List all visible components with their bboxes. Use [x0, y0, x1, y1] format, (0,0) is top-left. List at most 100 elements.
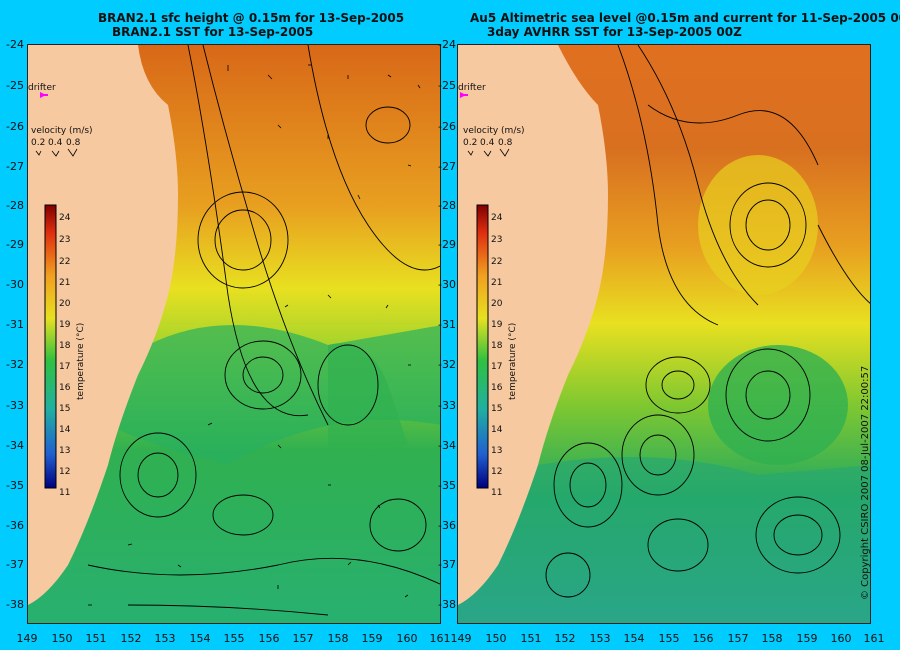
- lat-tick: -24: [6, 38, 24, 51]
- drifter-label: drifter: [28, 83, 56, 93]
- right-map-panel: drifter velocity (m/s) 0.2 0.4 0.8 24 23…: [457, 44, 871, 624]
- svg-text:20: 20: [59, 299, 71, 309]
- land-mass: [28, 45, 178, 605]
- lat-tick: -27: [6, 160, 24, 173]
- svg-text:12: 12: [59, 467, 70, 477]
- lat-tick: -34: [438, 439, 456, 452]
- lat-tick: -31: [6, 318, 24, 331]
- lat-tick: -29: [6, 238, 24, 251]
- left-title-line2: BRAN2.1 SST for 13-Sep-2005: [112, 25, 314, 39]
- lat-tick: -25: [438, 79, 456, 92]
- velocity-scale-2: 0.8: [66, 138, 81, 148]
- lon-tick: 149: [450, 632, 472, 645]
- velocity-scale-0: 0.2: [31, 138, 45, 148]
- sea-level-contours: [545, 45, 870, 598]
- lat-tick: -25: [6, 79, 24, 92]
- lon-tick: 155: [223, 632, 245, 645]
- lon-tick: 157: [727, 632, 749, 645]
- lon-tick: 159: [361, 632, 383, 645]
- velocity-scale-1: 0.4: [48, 138, 63, 148]
- svg-text:17: 17: [491, 362, 502, 372]
- colorbar-ticks: 24 23 22 21 20 19 18 17 16 15 14 13 12 1…: [491, 213, 503, 498]
- right-title-line2: 3day AVHRR SST for 13-Sep-2005 00Z: [487, 25, 742, 39]
- svg-text:18: 18: [59, 341, 71, 351]
- lat-tick: -36: [6, 519, 24, 532]
- lat-tick: -26: [438, 120, 456, 133]
- lat-tick: -32: [438, 358, 456, 371]
- lat-tick: -35: [438, 479, 456, 492]
- svg-text:22: 22: [491, 257, 502, 267]
- land-mass: [458, 45, 608, 605]
- lon-tick: 158: [327, 632, 349, 645]
- lon-tick: 161: [863, 632, 885, 645]
- lat-tick: -28: [438, 199, 456, 212]
- svg-text:19: 19: [59, 320, 71, 330]
- left-title-line1: BRAN2.1 sfc height @ 0.15m for 13-Sep-20…: [98, 11, 405, 25]
- svg-text:17: 17: [59, 362, 70, 372]
- lat-tick: -35: [6, 479, 24, 492]
- lat-tick: -32: [6, 358, 24, 371]
- lon-tick: 152: [120, 632, 142, 645]
- svg-text:13: 13: [491, 446, 502, 456]
- lon-tick: 154: [623, 632, 645, 645]
- sea-level-contours: [87, 45, 440, 616]
- lon-tick: 160: [396, 632, 418, 645]
- lon-tick: 161: [429, 632, 451, 645]
- lon-tick: 150: [51, 632, 73, 645]
- lon-tick: 159: [796, 632, 818, 645]
- copyright-notice: © Copyright CSIRO 2007 08-Jul-2007 22:00…: [860, 365, 871, 600]
- svg-text:12: 12: [491, 467, 502, 477]
- svg-text:14: 14: [491, 425, 503, 435]
- lat-tick: -33: [6, 399, 24, 412]
- svg-text:11: 11: [491, 488, 502, 498]
- svg-text:24: 24: [59, 213, 71, 223]
- lon-tick: 151: [520, 632, 542, 645]
- lat-tick: -37: [438, 558, 456, 571]
- lon-tick: 155: [658, 632, 680, 645]
- lat-tick: -24: [438, 38, 456, 51]
- svg-text:16: 16: [491, 383, 503, 393]
- lat-tick: -30: [6, 278, 24, 291]
- svg-text:15: 15: [491, 404, 502, 414]
- lon-tick: 151: [85, 632, 107, 645]
- colorbar: [44, 204, 57, 489]
- colorbar-title: temperature (°C): [508, 323, 518, 400]
- lon-tick: 156: [258, 632, 280, 645]
- colorbar-ticks: 24 23 22 21 20 19 18 17 16 15 14 13 12 1…: [59, 213, 71, 498]
- lon-tick: 160: [830, 632, 852, 645]
- lat-tick: -31: [438, 318, 456, 331]
- left-map-panel: drifter velocity (m/s) 0.2 0.4 0.8 24 23…: [27, 44, 441, 624]
- lat-tick: -28: [6, 199, 24, 212]
- lat-tick: -38: [6, 598, 24, 611]
- lon-tick: 158: [761, 632, 783, 645]
- velocity-legend-title: velocity (m/s): [31, 126, 93, 136]
- svg-text:18: 18: [491, 341, 503, 351]
- lon-tick: 154: [189, 632, 211, 645]
- right-title-line1: Au5 Altimetric sea level @0.15m and curr…: [470, 11, 900, 25]
- svg-text:11: 11: [59, 488, 70, 498]
- svg-text:13: 13: [59, 446, 70, 456]
- svg-text:23: 23: [491, 235, 502, 245]
- lon-tick: 149: [16, 632, 38, 645]
- drifter-label: drifter: [458, 83, 486, 93]
- svg-text:20: 20: [491, 299, 503, 309]
- velocity-scale-2: 0.8: [498, 138, 513, 148]
- svg-text:21: 21: [59, 278, 70, 288]
- velocity-scale-arrows: [35, 148, 78, 157]
- lon-tick: 153: [589, 632, 611, 645]
- lat-tick: -27: [438, 160, 456, 173]
- drifter-marker: [40, 92, 48, 98]
- current-vectors: [88, 64, 421, 606]
- lon-tick: 156: [692, 632, 714, 645]
- drifter-marker: [460, 92, 468, 98]
- svg-text:19: 19: [491, 320, 503, 330]
- lat-tick: -34: [6, 439, 24, 452]
- lat-tick: -38: [438, 598, 456, 611]
- svg-text:16: 16: [59, 383, 71, 393]
- colorbar: [476, 204, 489, 489]
- lon-tick: 150: [485, 632, 507, 645]
- svg-text:24: 24: [491, 213, 503, 223]
- lat-tick: -36: [438, 519, 456, 532]
- svg-text:21: 21: [491, 278, 502, 288]
- svg-text:14: 14: [59, 425, 71, 435]
